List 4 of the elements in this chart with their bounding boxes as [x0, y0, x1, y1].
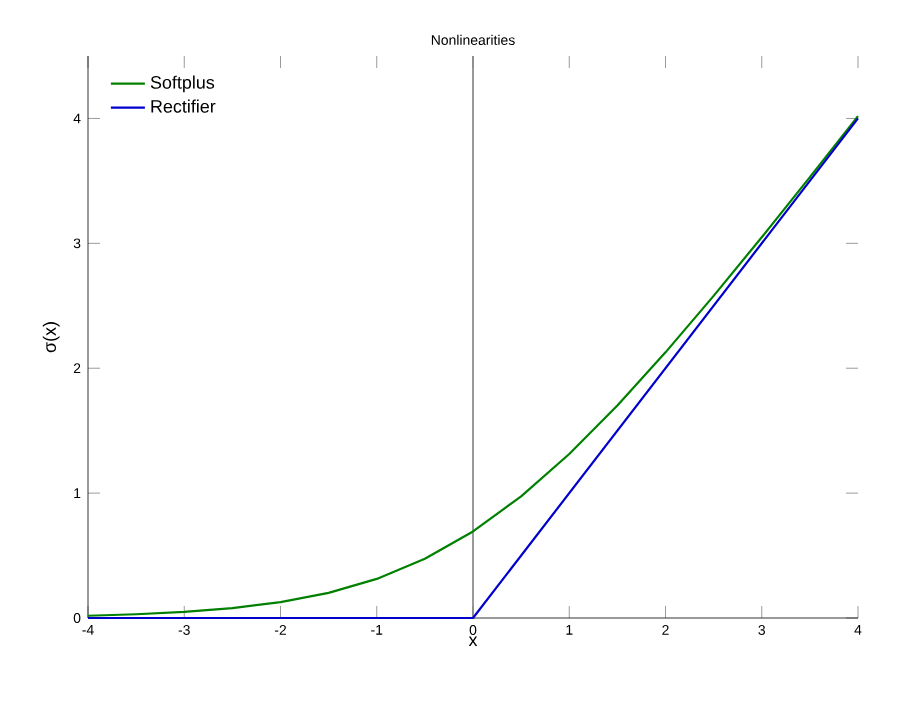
legend-label: Softplus — [150, 75, 215, 93]
legend-label: Rectifier — [151, 99, 216, 113]
x-axis-title: x — [468, 636, 478, 647]
y-axis-title: σ(x) — [42, 322, 60, 353]
